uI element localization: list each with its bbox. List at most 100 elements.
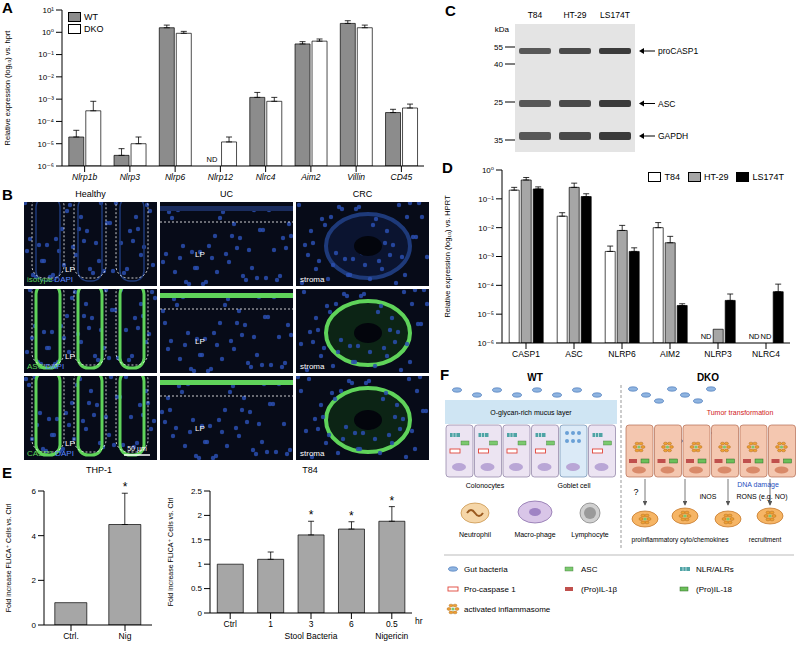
svg-text:10⁻⁴: 10⁻⁴ xyxy=(37,117,54,126)
svg-text:0: 0 xyxy=(198,609,203,618)
svg-text:10⁻⁵: 10⁻⁵ xyxy=(38,140,54,149)
svg-text:GAPDH: GAPDH xyxy=(658,131,688,141)
svg-text:O-glycan-rich mucus layer: O-glycan-rich mucus layer xyxy=(490,409,572,417)
svg-text:B: B xyxy=(2,186,13,203)
svg-text:stroma: stroma xyxy=(300,362,325,371)
svg-text:10⁻¹: 10⁻¹ xyxy=(478,195,494,204)
svg-text:ASC: ASC xyxy=(658,99,675,109)
svg-text:AIM2: AIM2 xyxy=(660,349,680,359)
svg-text:ASCDAPI: ASCDAPI xyxy=(27,362,64,371)
svg-text:WT: WT xyxy=(527,372,543,383)
svg-text:10⁻¹: 10⁻¹ xyxy=(38,50,54,59)
svg-text:LP: LP xyxy=(195,250,205,259)
svg-text:1: 1 xyxy=(198,560,203,569)
svg-text:Nig: Nig xyxy=(119,631,132,641)
svg-text:Relative expression (log₁₀) vs: Relative expression (log₁₀) vs. HPRT xyxy=(443,195,452,318)
svg-text:stroma: stroma xyxy=(300,449,325,458)
svg-text:Goblet cell: Goblet cell xyxy=(557,482,591,489)
svg-text:0: 0 xyxy=(32,621,37,630)
svg-text:ASC: ASC xyxy=(581,565,598,574)
svg-text:50 µm: 50 µm xyxy=(127,445,147,453)
svg-text:Healthy: Healthy xyxy=(75,189,106,199)
svg-text:ASC: ASC xyxy=(565,349,582,359)
svg-text:10⁻²: 10⁻² xyxy=(478,224,494,233)
svg-text:recruitment: recruitment xyxy=(749,536,782,543)
svg-text:Gut bacteria: Gut bacteria xyxy=(464,565,508,574)
svg-text:NLRP6: NLRP6 xyxy=(608,349,636,359)
svg-text:RONS (e.g. NO): RONS (e.g. NO) xyxy=(737,493,788,501)
svg-text:6: 6 xyxy=(349,619,354,629)
svg-text:NLR/ALRs: NLR/ALRs xyxy=(696,565,734,574)
svg-text:Neutrophil: Neutrophil xyxy=(459,531,491,539)
svg-text:Aim2: Aim2 xyxy=(300,172,321,182)
svg-text:0.5: 0.5 xyxy=(191,584,203,593)
svg-text:10⁰: 10⁰ xyxy=(42,28,54,37)
svg-text:isotypeDAPI: isotypeDAPI xyxy=(27,275,73,284)
svg-text:CASP1DAPI: CASP1DAPI xyxy=(27,449,74,458)
svg-text:LP: LP xyxy=(195,337,205,346)
svg-text:LP: LP xyxy=(195,424,205,433)
svg-text:10⁻⁶: 10⁻⁶ xyxy=(478,339,494,348)
svg-text:LP: LP xyxy=(65,439,75,448)
svg-text:Fold increase FLICA⁺ Cells vs.: Fold increase FLICA⁺ Cells vs. Ctrl xyxy=(5,503,12,612)
svg-text:10⁰: 10⁰ xyxy=(482,166,494,175)
svg-text:DNA damage: DNA damage xyxy=(737,481,779,489)
svg-text:ND: ND xyxy=(749,332,760,341)
svg-text:Relative expression (log₁₀) vs: Relative expression (log₁₀) vs. hprt xyxy=(3,30,12,146)
svg-text:CD45: CD45 xyxy=(391,172,413,182)
svg-text:2.5: 2.5 xyxy=(191,487,203,496)
svg-text:1: 1 xyxy=(268,619,273,629)
svg-text:ND: ND xyxy=(207,155,218,164)
svg-text:Ctrl: Ctrl xyxy=(224,619,237,629)
svg-text:35: 35 xyxy=(494,136,503,145)
svg-text:0.5: 0.5 xyxy=(386,619,398,629)
svg-text:40: 40 xyxy=(494,60,503,69)
svg-text:Lymphocyte: Lymphocyte xyxy=(571,531,609,539)
svg-text:2: 2 xyxy=(198,511,203,520)
svg-text:activated inflammasome: activated inflammasome xyxy=(464,605,551,614)
svg-text:CASP1: CASP1 xyxy=(512,349,540,359)
svg-text:10⁻⁴: 10⁻⁴ xyxy=(477,281,494,290)
svg-text:CRC: CRC xyxy=(353,189,373,199)
svg-text:10⁻³: 10⁻³ xyxy=(478,252,494,261)
svg-text:*: * xyxy=(123,480,128,494)
svg-text:iNOS: iNOS xyxy=(700,493,717,500)
svg-text:HT-29: HT-29 xyxy=(563,10,586,20)
svg-text:Nlrp1b: Nlrp1b xyxy=(72,172,97,182)
svg-text:10⁻⁵: 10⁻⁵ xyxy=(478,310,494,319)
svg-text:ND: ND xyxy=(701,332,712,341)
svg-text:NLRP3: NLRP3 xyxy=(704,349,732,359)
svg-text:*: * xyxy=(349,509,354,523)
svg-text:C: C xyxy=(445,2,456,19)
svg-text:*: * xyxy=(309,508,314,522)
svg-text:LP: LP xyxy=(65,352,75,361)
svg-text:ND: ND xyxy=(761,332,772,341)
svg-text:Colonocytes: Colonocytes xyxy=(466,482,505,490)
svg-text:1.5: 1.5 xyxy=(191,536,203,545)
svg-text:Villin: Villin xyxy=(347,172,365,182)
svg-text:3: 3 xyxy=(309,619,314,629)
svg-text:*: * xyxy=(389,494,394,508)
svg-text:LP: LP xyxy=(65,265,75,274)
svg-text:proinflammatory cyto/chemokine: proinflammatory cyto/chemokines xyxy=(632,536,730,544)
svg-text:10¹: 10¹ xyxy=(42,6,54,15)
svg-text:(Pro)IL-18: (Pro)IL-18 xyxy=(696,585,733,594)
svg-text:kDa: kDa xyxy=(495,25,510,34)
svg-text:Pro-caspase 1: Pro-caspase 1 xyxy=(464,585,516,594)
svg-text:Nlrp6: Nlrp6 xyxy=(165,172,186,182)
svg-text:LS174T: LS174T xyxy=(600,10,630,20)
svg-text:Nlrp12: Nlrp12 xyxy=(208,172,233,182)
svg-text:F: F xyxy=(440,367,449,383)
svg-text:Fold increase FLICA⁺ Cells vs.: Fold increase FLICA⁺ Cells vs. Ctrl xyxy=(167,497,174,606)
svg-text:?: ? xyxy=(633,487,638,497)
svg-text:4: 4 xyxy=(32,532,37,541)
svg-text:10⁻²: 10⁻² xyxy=(38,73,54,82)
svg-text:proCASP1: proCASP1 xyxy=(658,46,698,56)
svg-text:2: 2 xyxy=(32,576,37,585)
svg-text:stroma: stroma xyxy=(300,275,325,284)
svg-text:Nlrp3: Nlrp3 xyxy=(120,172,141,182)
svg-text:25: 25 xyxy=(494,98,503,107)
svg-text:T84: T84 xyxy=(528,10,543,20)
svg-text:10⁻⁶: 10⁻⁶ xyxy=(38,162,54,171)
svg-text:UC: UC xyxy=(220,189,233,199)
